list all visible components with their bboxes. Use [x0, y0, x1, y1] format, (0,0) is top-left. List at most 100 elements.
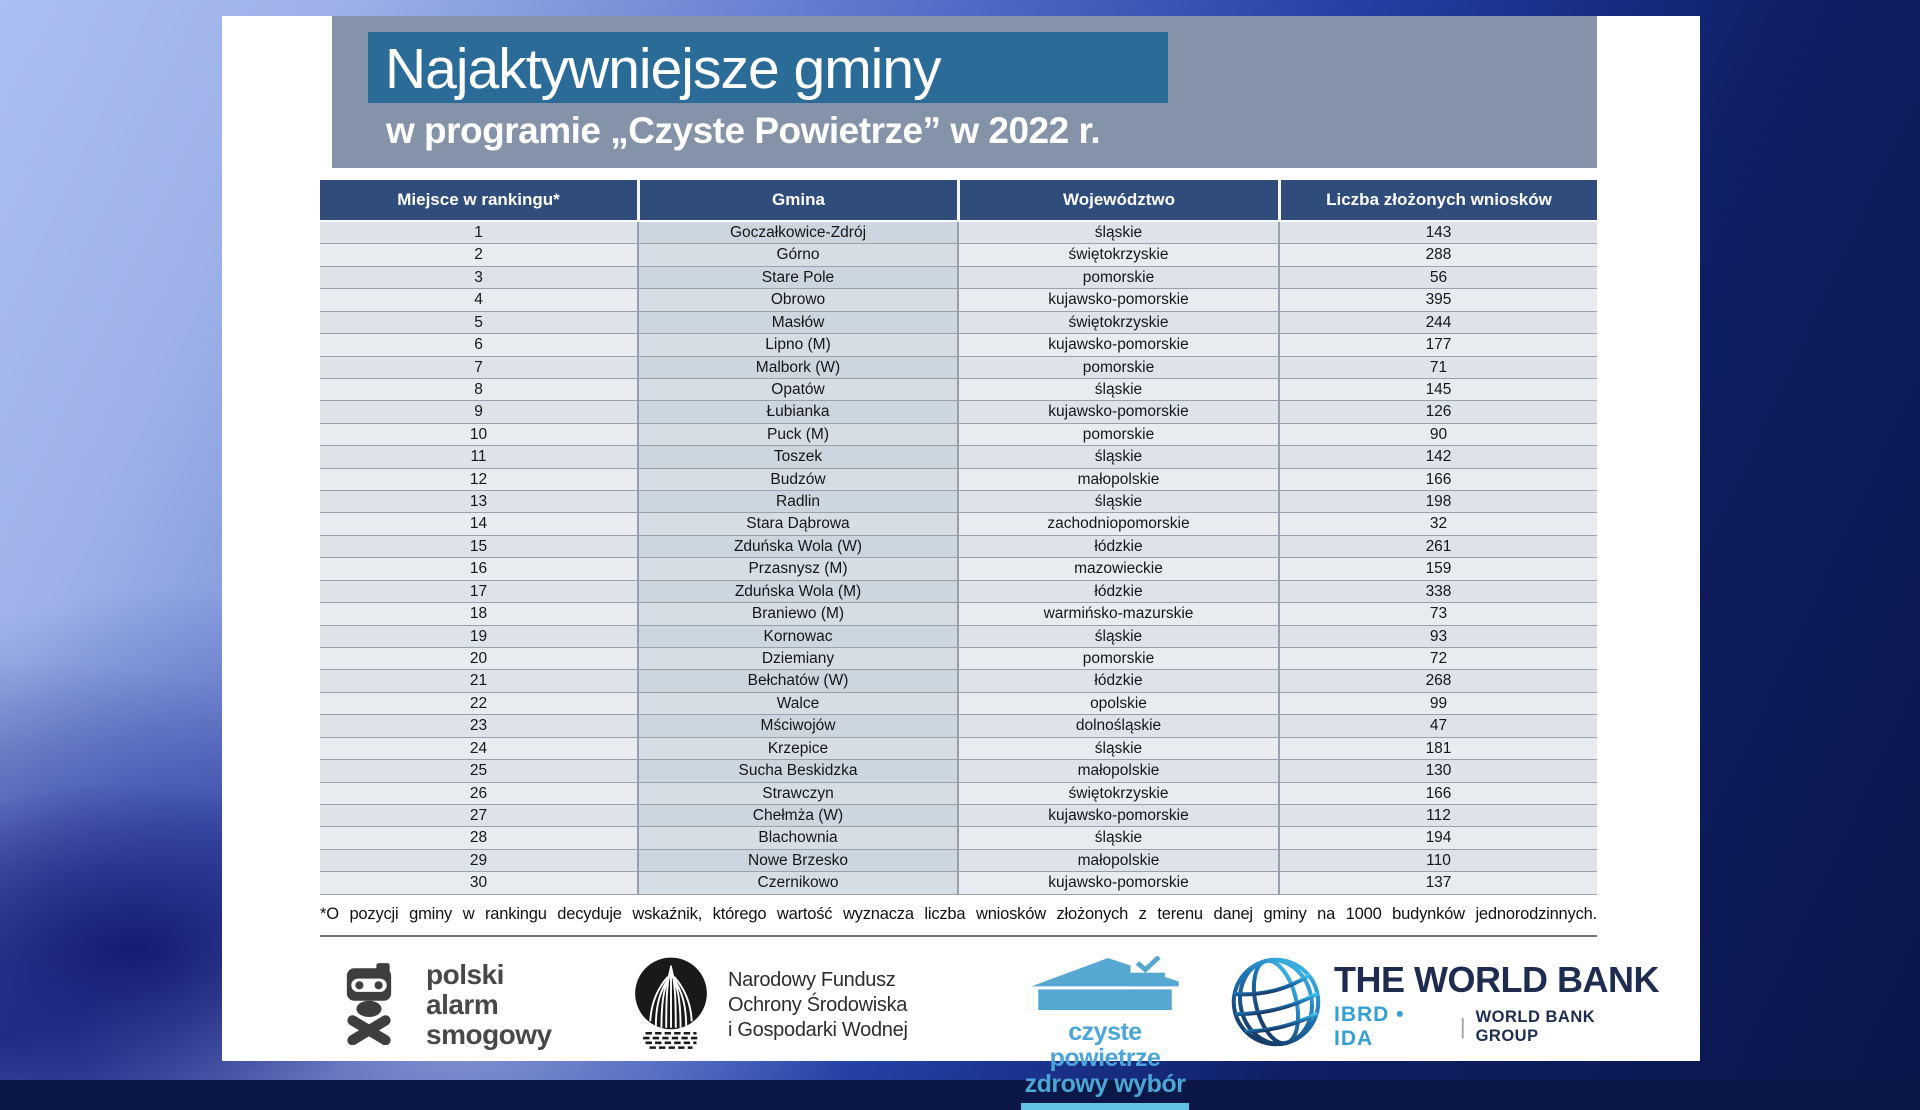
- page-title: Najaktywniejsze gminy: [368, 32, 1168, 100]
- cell-gmina: Malbork (W): [637, 357, 957, 378]
- nfosigw-tree-icon: [626, 956, 716, 1055]
- cell-gmina: Blachownia: [637, 827, 957, 848]
- cell-gmina: Bełchatów (W): [637, 670, 957, 691]
- globe-icon: [1228, 954, 1324, 1055]
- cell-wojewodztwo: kujawsko-pomorskie: [957, 805, 1278, 826]
- cell-gmina: Lipno (M): [637, 334, 957, 355]
- cell-rank: 14: [320, 513, 637, 534]
- cell-gmina: Goczałkowice-Zdrój: [637, 222, 957, 243]
- skull-gasmask-icon: [338, 961, 400, 1050]
- cell-gmina: Budzów: [637, 469, 957, 490]
- cell-rank: 24: [320, 738, 637, 759]
- cell-wojewodztwo: kujawsko-pomorskie: [957, 334, 1278, 355]
- cell-rank: 21: [320, 670, 637, 691]
- pas-logo-text: polski alarm smogowy: [426, 960, 552, 1050]
- cell-gmina: Obrowo: [637, 289, 957, 310]
- cell-wojewodztwo: łódzkie: [957, 670, 1278, 691]
- cell-wojewodztwo: małopolskie: [957, 469, 1278, 490]
- cell-wnioski: 268: [1278, 670, 1597, 691]
- cell-gmina: Przasnysz (M): [637, 558, 957, 579]
- logo-polski-alarm-smogowy: polski alarm smogowy: [338, 960, 552, 1050]
- cell-rank: 30: [320, 872, 637, 893]
- cell-wnioski: 338: [1278, 581, 1597, 602]
- cell-wojewodztwo: kujawsko-pomorskie: [957, 401, 1278, 422]
- cell-rank: 22: [320, 693, 637, 714]
- table-header: Miejsce w rankingu* Gmina Województwo Li…: [320, 180, 1597, 222]
- cell-rank: 26: [320, 783, 637, 804]
- cell-gmina: Sucha Beskidzka: [637, 760, 957, 781]
- cell-gmina: Chełmża (W): [637, 805, 957, 826]
- pas-line: alarm: [426, 990, 552, 1020]
- cell-wnioski: 395: [1278, 289, 1597, 310]
- world-bank-group-label: WORLD BANK GROUP: [1476, 1008, 1659, 1046]
- cell-wojewodztwo: małopolskie: [957, 850, 1278, 871]
- cell-wojewodztwo: śląskie: [957, 827, 1278, 848]
- cell-wnioski: 32: [1278, 513, 1597, 534]
- cell-gmina: Toszek: [637, 446, 957, 467]
- cell-wnioski: 145: [1278, 379, 1597, 400]
- cell-rank: 25: [320, 760, 637, 781]
- cell-rank: 6: [320, 334, 637, 355]
- cell-wnioski: 194: [1278, 827, 1597, 848]
- cell-rank: 4: [320, 289, 637, 310]
- cell-rank: 10: [320, 424, 637, 445]
- cell-rank: 27: [320, 805, 637, 826]
- world-bank-pipe: |: [1460, 1014, 1466, 1040]
- cell-wojewodztwo: małopolskie: [957, 760, 1278, 781]
- nfosigw-line: Ochrony Środowiska: [728, 993, 908, 1018]
- cell-wnioski: 93: [1278, 626, 1597, 647]
- cell-wnioski: 73: [1278, 603, 1597, 624]
- cell-wojewodztwo: kujawsko-pomorskie: [957, 872, 1278, 893]
- cell-gmina: Krzepice: [637, 738, 957, 759]
- world-bank-text: THE WORLD BANK IBRD • IDA | WORLD BANK G…: [1334, 959, 1659, 1051]
- cell-wnioski: 130: [1278, 760, 1597, 781]
- cell-gmina: Masłów: [637, 312, 957, 333]
- title-banner: Najaktywniejsze gminy w programie „Czyst…: [332, 16, 1597, 168]
- cell-gmina: Puck (M): [637, 424, 957, 445]
- cell-rank: 16: [320, 558, 637, 579]
- cell-gmina: Stara Dąbrowa: [637, 513, 957, 534]
- cell-gmina: Stare Pole: [637, 267, 957, 288]
- cell-rank: 3: [320, 267, 637, 288]
- czyste-underline: [1021, 1103, 1189, 1110]
- cell-rank: 28: [320, 827, 637, 848]
- logo-czyste-powietrze: czyste powietrze zdrowy wybór: [1010, 956, 1200, 1110]
- cell-rank: 23: [320, 715, 637, 736]
- cell-wnioski: 90: [1278, 424, 1597, 445]
- cell-wojewodztwo: pomorskie: [957, 357, 1278, 378]
- cell-rank: 17: [320, 581, 637, 602]
- czyste-line: zdrowy wybór: [1010, 1071, 1200, 1097]
- cell-rank: 7: [320, 357, 637, 378]
- cell-wnioski: 47: [1278, 715, 1597, 736]
- cell-wnioski: 288: [1278, 244, 1597, 265]
- ranking-table: Miejsce w rankingu* Gmina Województwo Li…: [320, 180, 1597, 895]
- cell-wojewodztwo: śląskie: [957, 738, 1278, 759]
- cell-rank: 12: [320, 469, 637, 490]
- cell-gmina: Zduńska Wola (W): [637, 536, 957, 557]
- title-highlight-box: Najaktywniejsze gminy: [368, 32, 1168, 103]
- nfosigw-line: i Gospodarki Wodnej: [728, 1018, 908, 1043]
- cell-rank: 15: [320, 536, 637, 557]
- cell-wojewodztwo: mazowieckie: [957, 558, 1278, 579]
- logos-strip: polski alarm smogowy: [320, 954, 1597, 1054]
- cell-gmina: Nowe Brzesko: [637, 850, 957, 871]
